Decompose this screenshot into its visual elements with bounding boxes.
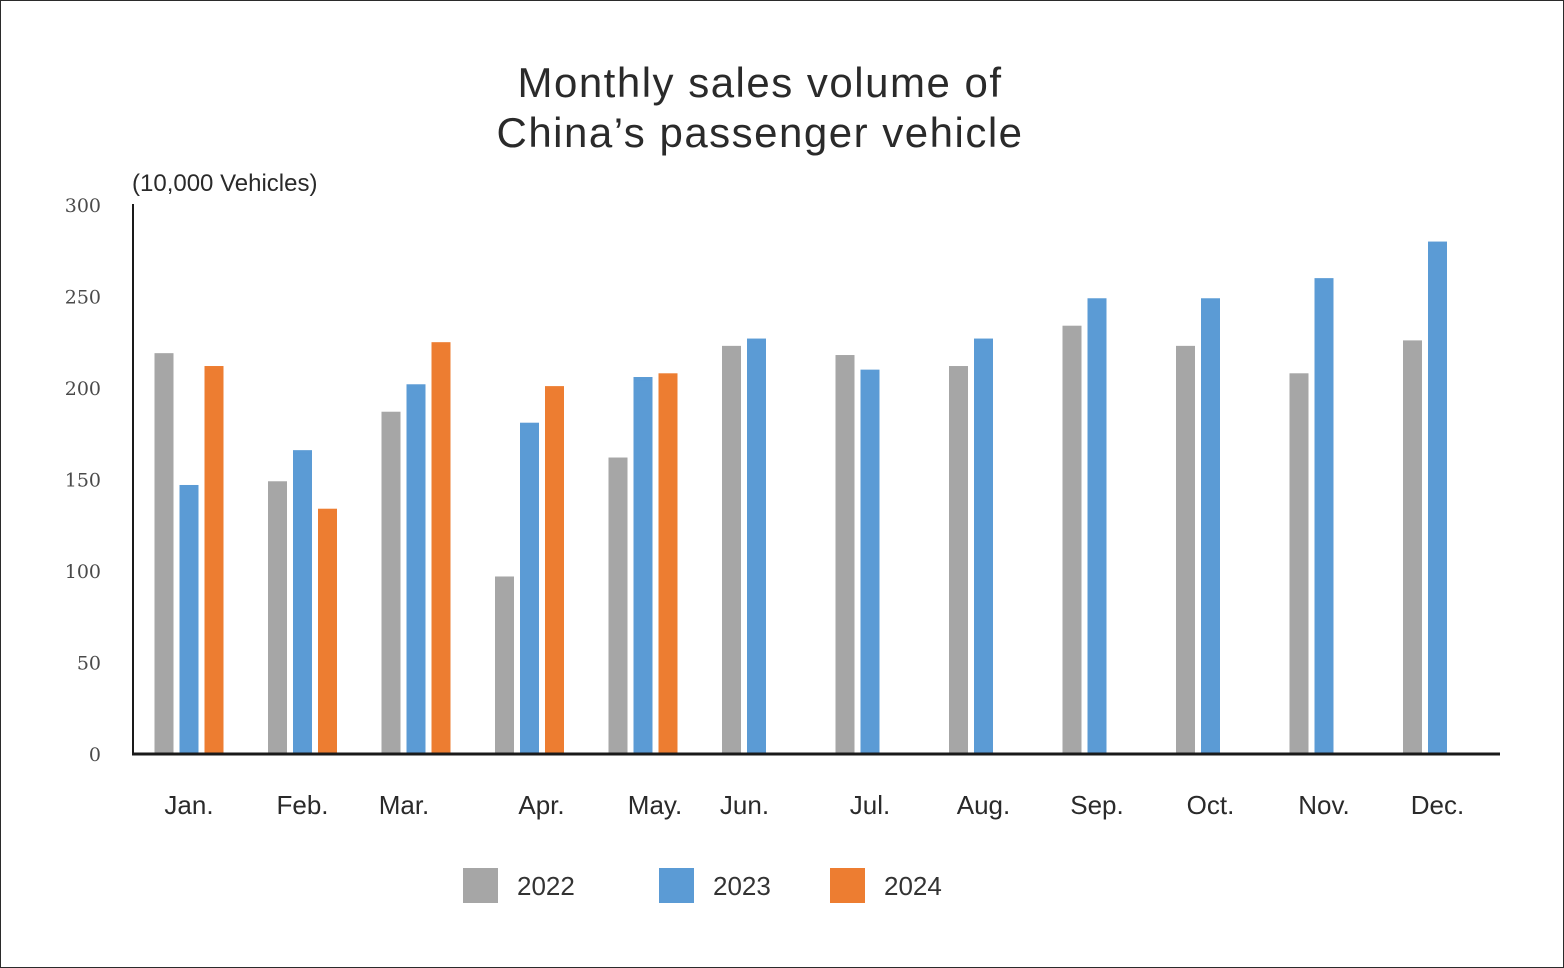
bar-top-edge (747, 338, 766, 342)
bar-2022-jun (722, 345, 741, 754)
bar-2022-nov (1289, 373, 1309, 754)
legend-swatch-2023 (659, 868, 694, 903)
x-category-label: May. (628, 790, 682, 820)
legend-swatch-2024 (830, 868, 865, 903)
bar-2022-apr (495, 576, 514, 754)
bar-top-edge (1087, 298, 1107, 302)
y-tick-label: 300 (65, 195, 101, 217)
x-category-label: Mar. (379, 790, 430, 820)
y-tick-label: 50 (77, 653, 101, 675)
x-category-label: Jan. (164, 790, 213, 820)
bar-top-edge (1062, 325, 1082, 329)
bar-2023-jan (179, 484, 199, 754)
bar-top-edge (154, 353, 174, 357)
bar-top-edge (179, 484, 199, 488)
bar-top-edge (1176, 345, 1195, 349)
bar-top-edge (431, 342, 451, 346)
bar-top-edge (204, 366, 224, 370)
bar-top-edge (268, 481, 287, 485)
bar-top-edge (1314, 278, 1334, 282)
x-category-label: Apr. (518, 790, 564, 820)
bar-2022-dec (1403, 340, 1422, 754)
bar-2023-sep (1087, 298, 1107, 754)
bar-top-edge (722, 345, 741, 349)
legend-label-2023: 2023 (713, 871, 771, 901)
x-category-label: Jun. (720, 790, 769, 820)
chart-title-line-2: China’s passenger vehicle (496, 109, 1024, 156)
bar-2023-jul (860, 369, 880, 754)
x-category-label: Jul. (850, 790, 890, 820)
bar-top-edge (658, 373, 678, 377)
legend-swatch-2022 (463, 868, 498, 903)
bar-top-edge (381, 411, 401, 415)
bar-2022-sep (1062, 325, 1082, 754)
bar-top-edge (860, 369, 880, 373)
bar-2022-jul (835, 355, 855, 754)
x-category-label: Feb. (276, 790, 328, 820)
y-tick-label: 100 (65, 561, 101, 583)
bar-2024-apr (545, 386, 564, 754)
bar-2023-aug (974, 338, 993, 754)
bar-2024-feb (318, 508, 337, 754)
y-tick-label: 0 (89, 744, 101, 766)
bar-top-edge (1403, 340, 1422, 344)
bar-2022-mar (381, 411, 401, 754)
bar-2023-apr (520, 422, 539, 754)
bar-2022-feb (268, 481, 287, 754)
y-tick-label: 150 (65, 470, 101, 492)
bar-top-edge (1289, 373, 1309, 377)
bar-top-edge (608, 457, 628, 461)
bar-top-edge (545, 386, 564, 390)
bar-2022-oct (1176, 345, 1195, 754)
bar-top-edge (633, 377, 653, 381)
bar-top-edge (835, 355, 855, 359)
x-category-label: Oct. (1187, 790, 1235, 820)
chart-title-line-1: Monthly sales volume of (517, 59, 1003, 106)
y-tick-label: 200 (65, 378, 101, 400)
bar-top-edge (406, 384, 426, 388)
bar-top-edge (1428, 241, 1447, 245)
bar-2023-feb (293, 450, 312, 754)
bar-2023-may (633, 377, 653, 754)
bar-2023-nov (1314, 278, 1334, 754)
bar-2023-jun (747, 338, 766, 754)
bar-top-edge (495, 576, 514, 580)
bar-2022-jan (154, 353, 174, 754)
x-category-label: Aug. (957, 790, 1011, 820)
legend-label-2022: 2022 (517, 871, 575, 901)
bar-top-edge (520, 422, 539, 426)
bar-top-edge (949, 366, 968, 370)
x-category-label: Dec. (1411, 790, 1464, 820)
bar-2024-mar (431, 342, 451, 754)
bar-top-edge (974, 338, 993, 342)
legend-label-2024: 2024 (884, 871, 942, 901)
bar-top-edge (293, 450, 312, 454)
y-tick-label: 250 (65, 287, 101, 309)
x-category-label: Nov. (1298, 790, 1350, 820)
bar-top-edge (318, 508, 337, 512)
bar-2023-mar (406, 384, 426, 754)
bar-2023-dec (1428, 241, 1447, 755)
bar-2023-oct (1201, 298, 1220, 754)
bar-top-edge (1201, 298, 1220, 302)
bar-2022-may (608, 457, 628, 754)
bar-2022-aug (949, 366, 968, 754)
x-category-label: Sep. (1070, 790, 1124, 820)
y-axis-unit-label: (10,000 Vehicles) (132, 170, 318, 197)
bar-2024-jan (204, 366, 224, 754)
bar-2024-may (658, 373, 678, 754)
